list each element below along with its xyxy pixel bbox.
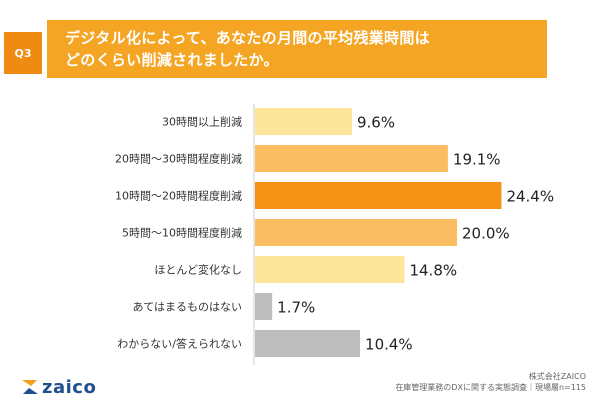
bar	[255, 293, 273, 320]
value-label: 1.7%	[277, 299, 315, 317]
value-label: 24.4%	[506, 188, 554, 206]
value-label: 20.0%	[462, 225, 510, 243]
bar	[255, 108, 352, 135]
category-label: 5時間〜10時間程度削減	[122, 226, 242, 240]
source-company: 株式会社ZAICO	[528, 372, 586, 381]
bar	[255, 256, 405, 283]
value-label: 14.8%	[409, 262, 457, 280]
question-number-badge: Q3	[4, 32, 42, 74]
zaico-logo-icon	[22, 380, 38, 394]
question-text-line-2: どのくらい削減されましたか。	[65, 51, 279, 69]
question-number: Q3	[14, 46, 32, 60]
value-label: 10.4%	[365, 336, 413, 354]
category-label: ほとんど変化なし	[154, 263, 242, 277]
category-label: わからない/答えられない	[117, 337, 242, 351]
value-label: 19.1%	[453, 151, 501, 169]
source-survey: 在庫管理業務のDXに関する実態調査｜現場層n=115	[395, 383, 586, 392]
bar	[255, 330, 361, 357]
value-label: 9.6%	[357, 114, 395, 132]
bar	[255, 219, 457, 246]
source-note: 株式会社ZAICO 在庫管理業務のDXに関する実態調査｜現場層n=115	[395, 371, 586, 393]
question-banner: デジタル化によって、あなたの月間の平均残業時間は どのくらい削減されましたか。	[47, 20, 547, 78]
category-label: 20時間〜30時間程度削減	[115, 152, 242, 166]
bar	[255, 145, 448, 172]
zaico-logo: zaico	[20, 376, 96, 398]
category-label: あてはまるものはない	[132, 301, 242, 314]
logo-text: zaico	[42, 376, 97, 398]
bar	[255, 182, 502, 209]
category-label: 30時間以上削減	[162, 115, 242, 129]
category-label: 10時間〜20時間程度削減	[115, 189, 242, 203]
question-text-line-1: デジタル化によって、あなたの月間の平均残業時間は	[65, 29, 430, 47]
bar-chart: 30時間以上削減 9.6% 20時間〜30時間程度削減 19.1% 10時間〜20時間程…	[115, 104, 554, 365]
